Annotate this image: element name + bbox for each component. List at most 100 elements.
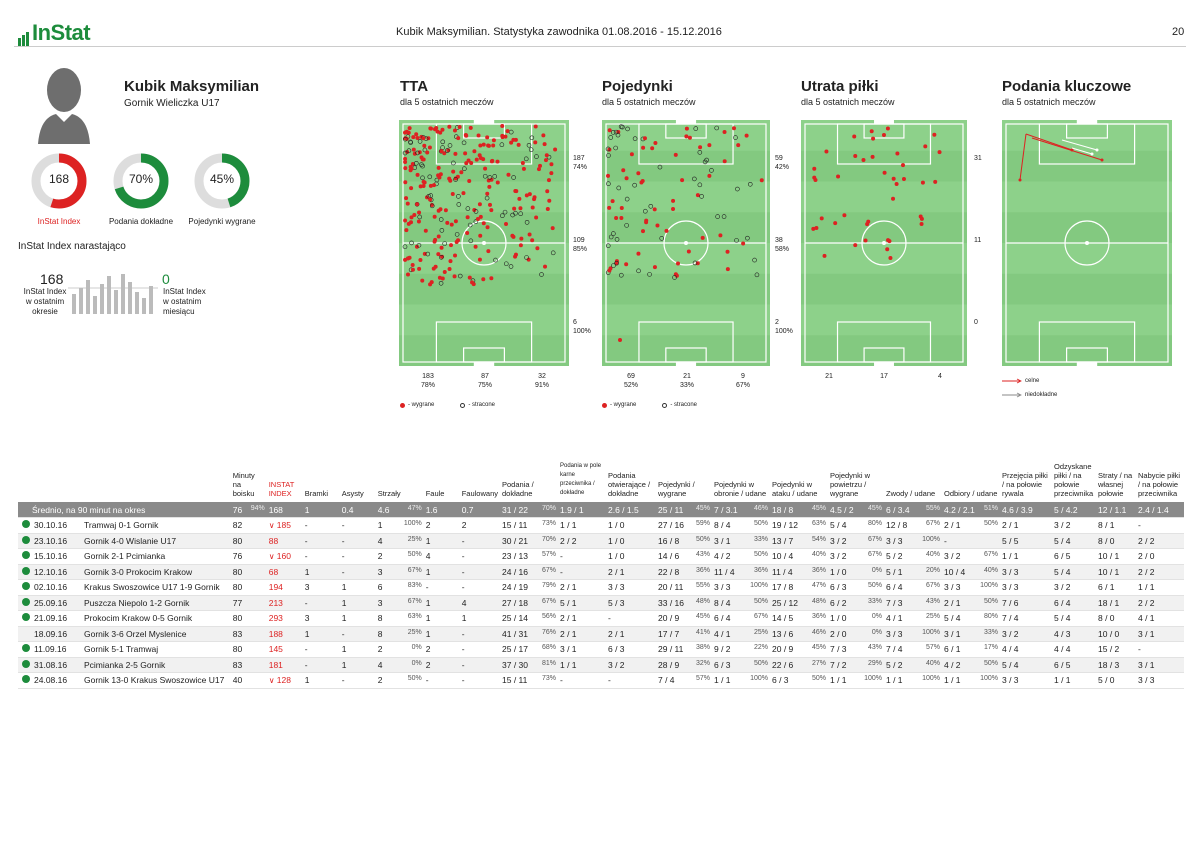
won-dot [527, 192, 532, 197]
goal-top [473, 120, 495, 124]
legend-tta: - wygrane - stracone [400, 402, 495, 408]
won-dot [511, 137, 516, 142]
result-cell [18, 533, 32, 549]
won-dot [671, 198, 676, 203]
cell-value: 6 / 4 [886, 582, 903, 593]
table-row[interactable]: 02.10.16 Krakus Swoszowice U17 1-9 Gornik… [18, 579, 1184, 596]
table-cell: 3 / 3 [1000, 579, 1052, 596]
won-dot [517, 196, 522, 201]
won-dot [725, 249, 730, 254]
cell-percent: 67% [983, 551, 998, 559]
side-pct: 74% [573, 164, 588, 171]
won-dot [449, 243, 454, 248]
cell-percent: 43% [925, 597, 940, 605]
bottom-pct: 91% [534, 382, 549, 389]
loss-dot [819, 216, 824, 221]
won-dot [435, 129, 440, 134]
table-row[interactable]: 11.09.16 Gornik 5-1 Tramwaj 80 145-1 2 0% 2-25… [18, 641, 1184, 658]
won-dot [530, 238, 535, 243]
table-row[interactable]: 12.10.16 Gornik 3-0 Prokocim Krakow 80 68 1 -… [18, 564, 1184, 580]
lost-dot [647, 272, 652, 277]
cell-value: 160 [276, 551, 291, 562]
column-header: Podania / dokładne [502, 480, 534, 498]
cell-value: 40 [232, 675, 243, 686]
table-cell: 7 / 2 29% [828, 657, 884, 673]
cell-value: 4.2 / 2.1 [944, 504, 975, 515]
lost-dot [524, 255, 529, 260]
table-cell: 80 [230, 564, 267, 580]
lost-dot [754, 272, 760, 278]
table-cell: 3 [302, 610, 340, 627]
won-dot [453, 219, 458, 224]
down-chevron-icon: ∨ [268, 552, 277, 562]
table-row[interactable]: 25.09.16 Puszcza Niepolo 1-2 Gornik 77 213 -… [18, 595, 1184, 611]
table-cell: 1 / 0 0% [828, 564, 884, 580]
cell-percent: 27% [811, 659, 826, 667]
lost-dot [503, 261, 509, 267]
won-dot [410, 267, 415, 272]
table-cell: 3 / 3 100% [884, 626, 942, 642]
loss-dot [895, 151, 900, 156]
won-dot [521, 166, 526, 171]
table-cell: 2 / 1 [606, 626, 656, 642]
cell-value: 7 / 4 [1002, 613, 1019, 624]
table-row[interactable]: 21.09.16 Prokocim Krakow 0-5 Gornik 80 293 3… [18, 610, 1184, 627]
table-cell: 2 / 1 [558, 626, 606, 642]
table-row[interactable]: 31.08.16 Pcimianka 2-5 Gornik 83 181 - 1 4 0% 2 -… [18, 657, 1184, 673]
table-cell: 7 / 6 [1000, 595, 1052, 611]
table-cell: 2 0% [375, 641, 424, 658]
won-dot [464, 133, 469, 138]
won-dot [707, 173, 712, 178]
lost-dot [461, 140, 467, 146]
won-dot [477, 153, 482, 158]
table-cell: - [606, 610, 656, 627]
won-dot [447, 266, 452, 271]
loss-dot [932, 132, 937, 137]
result-cell [18, 610, 32, 627]
pass-arrowhead [1018, 178, 1022, 182]
side-value: 2 [775, 319, 779, 326]
cell-value: 15 / 11 [502, 520, 528, 531]
won-dot [421, 136, 426, 141]
table-row[interactable]: 15.10.16 Gornik 2-1 Pcimianka 76 ∨ 160- -2 50… [18, 548, 1184, 565]
lost-dot [715, 214, 720, 219]
won-dot [459, 170, 464, 175]
cell-percent: 67% [541, 566, 556, 574]
cell-percent: 94% [250, 504, 265, 512]
loss-dot [870, 154, 875, 159]
cell-value: - [304, 551, 308, 562]
goal-bottom [874, 362, 894, 366]
cell-value: 181 [268, 659, 283, 670]
table-cell: 1 / 0 0% [828, 610, 884, 627]
table-cell: - [423, 579, 460, 596]
table-row[interactable]: 18.09.16 Gornik 3-6 Orzel Myslenice 83 188 1… [18, 626, 1184, 642]
lost-dot [482, 173, 488, 179]
table-cell: 7 / 4 [1000, 610, 1052, 627]
lost-dot [487, 175, 493, 180]
pitch-stripe [801, 150, 967, 182]
cell-percent: 36% [811, 613, 826, 621]
won-dot [549, 162, 554, 167]
lost-dot [402, 244, 408, 250]
side-value: 0 [974, 319, 978, 326]
table-row[interactable]: 30.10.16 Tramwaj 0-1 Gornik 82 ∨ 185- -1 100%… [18, 517, 1184, 534]
won-dot [461, 191, 466, 196]
bottom-value: 87 [481, 373, 489, 380]
lost-dot [697, 150, 703, 155]
header-divider [14, 46, 1186, 47]
table-cell: 2 / 1 [1000, 517, 1052, 534]
cell-value: 18 / 8 [772, 504, 794, 515]
cell-value: 24 / 19 [502, 582, 528, 593]
bottom-label: 183 78% [408, 372, 448, 390]
lost-dot [614, 237, 620, 242]
won-dot [403, 218, 408, 223]
cell-percent: 40% [925, 551, 940, 559]
bottom-value: 9 [741, 373, 745, 380]
table-row[interactable]: 24.08.16 Gornik 13-0 Krakus Swoszowice U1… [18, 672, 1184, 689]
lost-dot [500, 213, 505, 219]
table-cell: 5 / 4 [1052, 533, 1096, 549]
table-row[interactable]: 23.10.16 Gornik 4-0 Wislanie U17 80 88 - - 4 25… [18, 533, 1184, 549]
lost-dot [620, 124, 625, 130]
cell-value: 10 / 4 [772, 551, 794, 562]
cell-value: 3 / 3 [608, 582, 625, 593]
